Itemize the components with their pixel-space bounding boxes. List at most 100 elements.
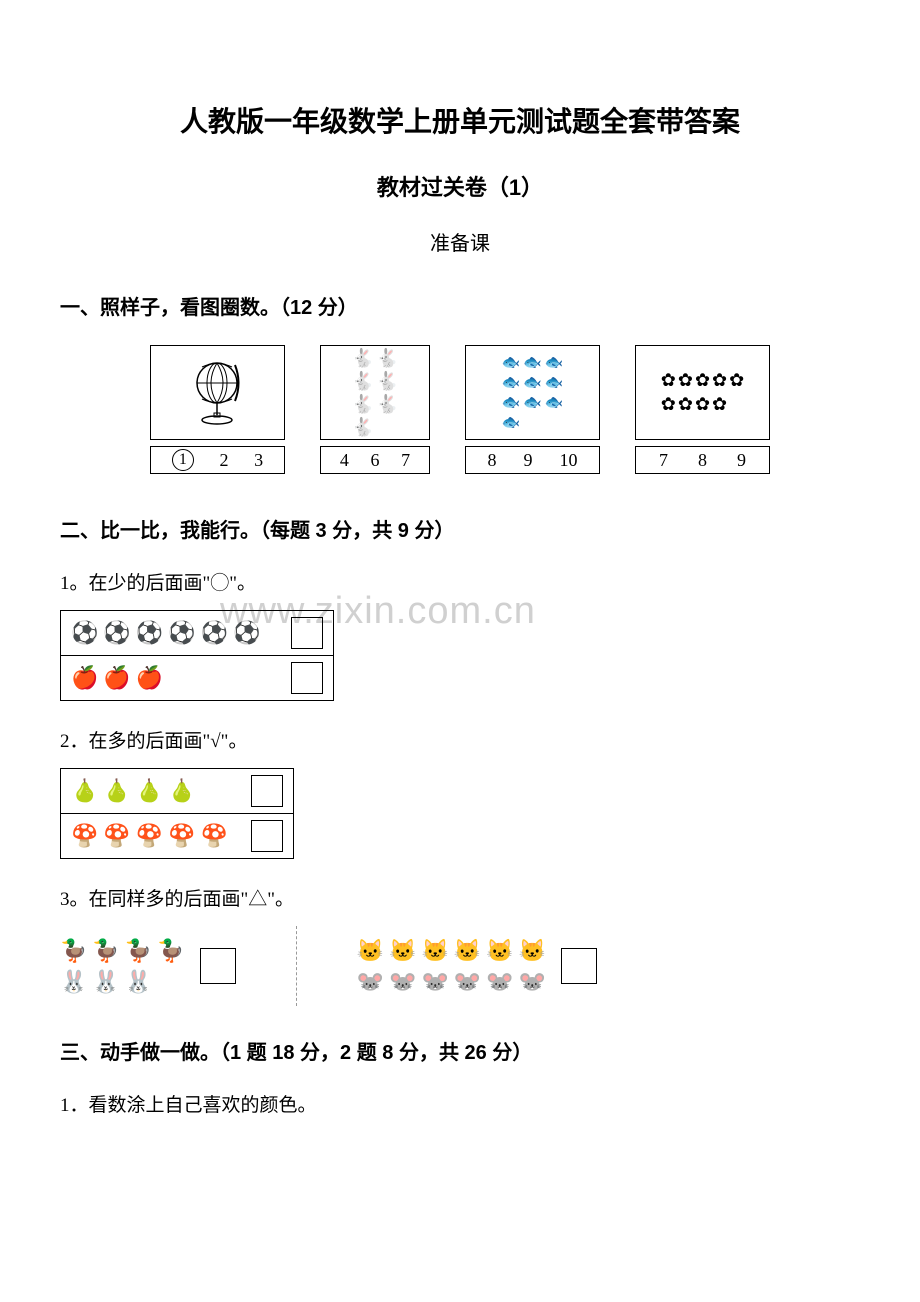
num-label: 2 (219, 450, 228, 471)
fish-icon: 🐟 (501, 413, 520, 432)
mouse-icon: 🐭 (389, 969, 416, 995)
rabbit-icon: 🐇 (352, 371, 374, 392)
q2-3-right: 🐱 🐱 🐱 🐱 🐱 🐱 🐭 🐭 🐭 🐭 🐭 🐭 (357, 938, 597, 995)
cat-icon: 🐱 (357, 938, 384, 964)
fish-icon: 🐟 (545, 393, 564, 412)
apple-row: 🍎 🍎 🍎 (71, 665, 281, 691)
mouse-icon: 🐭 (519, 969, 546, 995)
right-images: 🐱 🐱 🐱 🐱 🐱 🐱 🐭 🐭 🐭 🐭 🐭 🐭 (357, 938, 546, 995)
mouse-row: 🐭 🐭 🐭 🐭 🐭 🐭 (357, 969, 546, 995)
q2-3-text: 3。在同样多的后面画"△"。 (60, 884, 860, 911)
rabbit-grid: 🐇 🐇 🐇 🐇 🐇 🐇 🐇 (352, 348, 399, 438)
left-images: 🦆 🦆 🦆 🦆 🐰 🐰 🐰 (60, 938, 185, 995)
duck-icon: 🦆 (92, 938, 119, 964)
mushroom-icon: 🍄 (136, 823, 163, 849)
apple-icon: 🍎 (103, 665, 130, 691)
flower-icon: ✿ (712, 370, 727, 391)
q1-item-fish: 🐟🐟🐟 🐟🐟🐟 🐟🐟🐟 🐟 8 9 10 (465, 345, 600, 474)
mouse-icon: 🐭 (421, 969, 448, 995)
q1-item-rabbits: 🐇 🐇 🐇 🐇 🐇 🐇 🐇 4 6 7 (320, 345, 430, 474)
duck-row: 🦆 🦆 🦆 🦆 (60, 938, 185, 964)
mushroom-icon: 🍄 (103, 823, 130, 849)
rabbit-icon: 🐇 (376, 371, 398, 392)
q1-item-flowers: ✿✿✿✿✿ ✿✿✿✿ 7 8 9 (635, 345, 770, 474)
fish-icon: 🐟 (523, 373, 542, 392)
mushroom-icon: 🍄 (71, 823, 98, 849)
globe-icon (190, 355, 245, 430)
fish-icon: 🐟 (501, 393, 520, 412)
soccer-icon: ⚽ (168, 620, 195, 646)
flower-grid: ✿✿✿✿✿ ✿✿✿✿ (661, 370, 744, 415)
answer-box[interactable] (251, 820, 283, 852)
flower-image: ✿✿✿✿✿ ✿✿✿✿ (635, 345, 770, 440)
sub-title: 教材过关卷（1） (60, 170, 860, 202)
cat-icon: 🐱 (486, 938, 513, 964)
section2-heading: 二、比一比，我能行。（每题 3 分，共 9 分） (60, 514, 860, 543)
q1-nums-4: 7 8 9 (635, 446, 770, 474)
soccer-icon: ⚽ (103, 620, 130, 646)
fish-icon: 🐟 (501, 353, 520, 372)
cat-icon: 🐱 (454, 938, 481, 964)
fish-image: 🐟🐟🐟 🐟🐟🐟 🐟🐟🐟 🐟 (465, 345, 600, 440)
bunny-icon: 🐰 (60, 969, 87, 995)
mushroom-row: 🍄 🍄 🍄 🍄 🍄 (71, 823, 241, 849)
duck-icon: 🦆 (125, 938, 152, 964)
soccer-icon: ⚽ (201, 620, 228, 646)
main-title: 人教版一年级数学上册单元测试题全套带答案 (60, 100, 860, 140)
mouse-icon: 🐭 (454, 969, 481, 995)
q1-nums-3: 8 9 10 (465, 446, 600, 474)
flower-icon: ✿ (695, 370, 710, 391)
soccer-icon: ⚽ (233, 620, 260, 646)
soccer-row: ⚽ ⚽ ⚽ ⚽ ⚽ ⚽ (71, 620, 281, 646)
q1-nums-2: 4 6 7 (320, 446, 430, 474)
q1-container: 1 2 3 🐇 🐇 🐇 🐇 🐇 🐇 🐇 4 6 (60, 345, 860, 474)
rabbit-image: 🐇 🐇 🐇 🐇 🐇 🐇 🐇 (320, 345, 430, 440)
flower-icon: ✿ (661, 394, 676, 415)
flower-icon: ✿ (712, 394, 727, 415)
soccer-icon: ⚽ (71, 620, 98, 646)
fish-grid: 🐟🐟🐟 🐟🐟🐟 🐟🐟🐟 🐟 (501, 353, 563, 432)
apple-icon: 🍎 (71, 665, 98, 691)
q2-1-row2: 🍎 🍎 🍎 (61, 656, 333, 700)
fish-icon: 🐟 (523, 393, 542, 412)
q1-nums-1: 1 2 3 (150, 446, 285, 474)
num-label: 7 (659, 450, 668, 471)
q2-2-row2: 🍄 🍄 🍄 🍄 🍄 (61, 814, 293, 858)
q2-1-box: ⚽ ⚽ ⚽ ⚽ ⚽ ⚽ 🍎 🍎 🍎 (60, 610, 334, 701)
rabbit-icon: 🐇 (376, 394, 398, 415)
bunny-icon: 🐰 (92, 969, 119, 995)
answer-box[interactable] (561, 948, 597, 984)
num-label: 8 (488, 450, 497, 471)
flower-icon: ✿ (678, 394, 693, 415)
pear-icon: 🍐 (136, 778, 163, 804)
num-label: 7 (401, 450, 410, 471)
q2-1-text: 1。在少的后面画"◯"。 (60, 568, 860, 595)
lesson-title: 准备课 (60, 227, 860, 256)
answer-box[interactable] (291, 662, 323, 694)
flower-icon: ✿ (729, 370, 744, 391)
cat-icon: 🐱 (519, 938, 546, 964)
rabbit-icon: 🐇 (352, 394, 374, 415)
num-label: 3 (254, 450, 263, 471)
duck-icon: 🦆 (60, 938, 87, 964)
q2-1-row1: ⚽ ⚽ ⚽ ⚽ ⚽ ⚽ (61, 611, 333, 656)
cat-row: 🐱 🐱 🐱 🐱 🐱 🐱 (357, 938, 546, 964)
section3-heading: 三、动手做一做。（1 题 18 分，2 题 8 分，共 26 分） (60, 1036, 860, 1065)
num-label: 9 (524, 450, 533, 471)
flower-icon: ✿ (695, 394, 710, 415)
soccer-icon: ⚽ (136, 620, 163, 646)
answer-box[interactable] (200, 948, 236, 984)
num-label: 8 (698, 450, 707, 471)
apple-icon: 🍎 (136, 665, 163, 691)
pear-icon: 🍐 (71, 778, 98, 804)
cat-icon: 🐱 (421, 938, 448, 964)
q2-2-text: 2．在多的后面画"√"。 (60, 726, 860, 753)
fish-icon: 🐟 (545, 353, 564, 372)
pear-icon: 🍐 (103, 778, 130, 804)
answer-box[interactable] (291, 617, 323, 649)
q3-1-text: 1．看数涂上自己喜欢的颜色。 (60, 1090, 860, 1117)
rabbit-icon: 🐇 (352, 348, 374, 369)
answer-box[interactable] (251, 775, 283, 807)
fish-icon: 🐟 (501, 373, 520, 392)
q1-item-globe: 1 2 3 (150, 345, 285, 474)
